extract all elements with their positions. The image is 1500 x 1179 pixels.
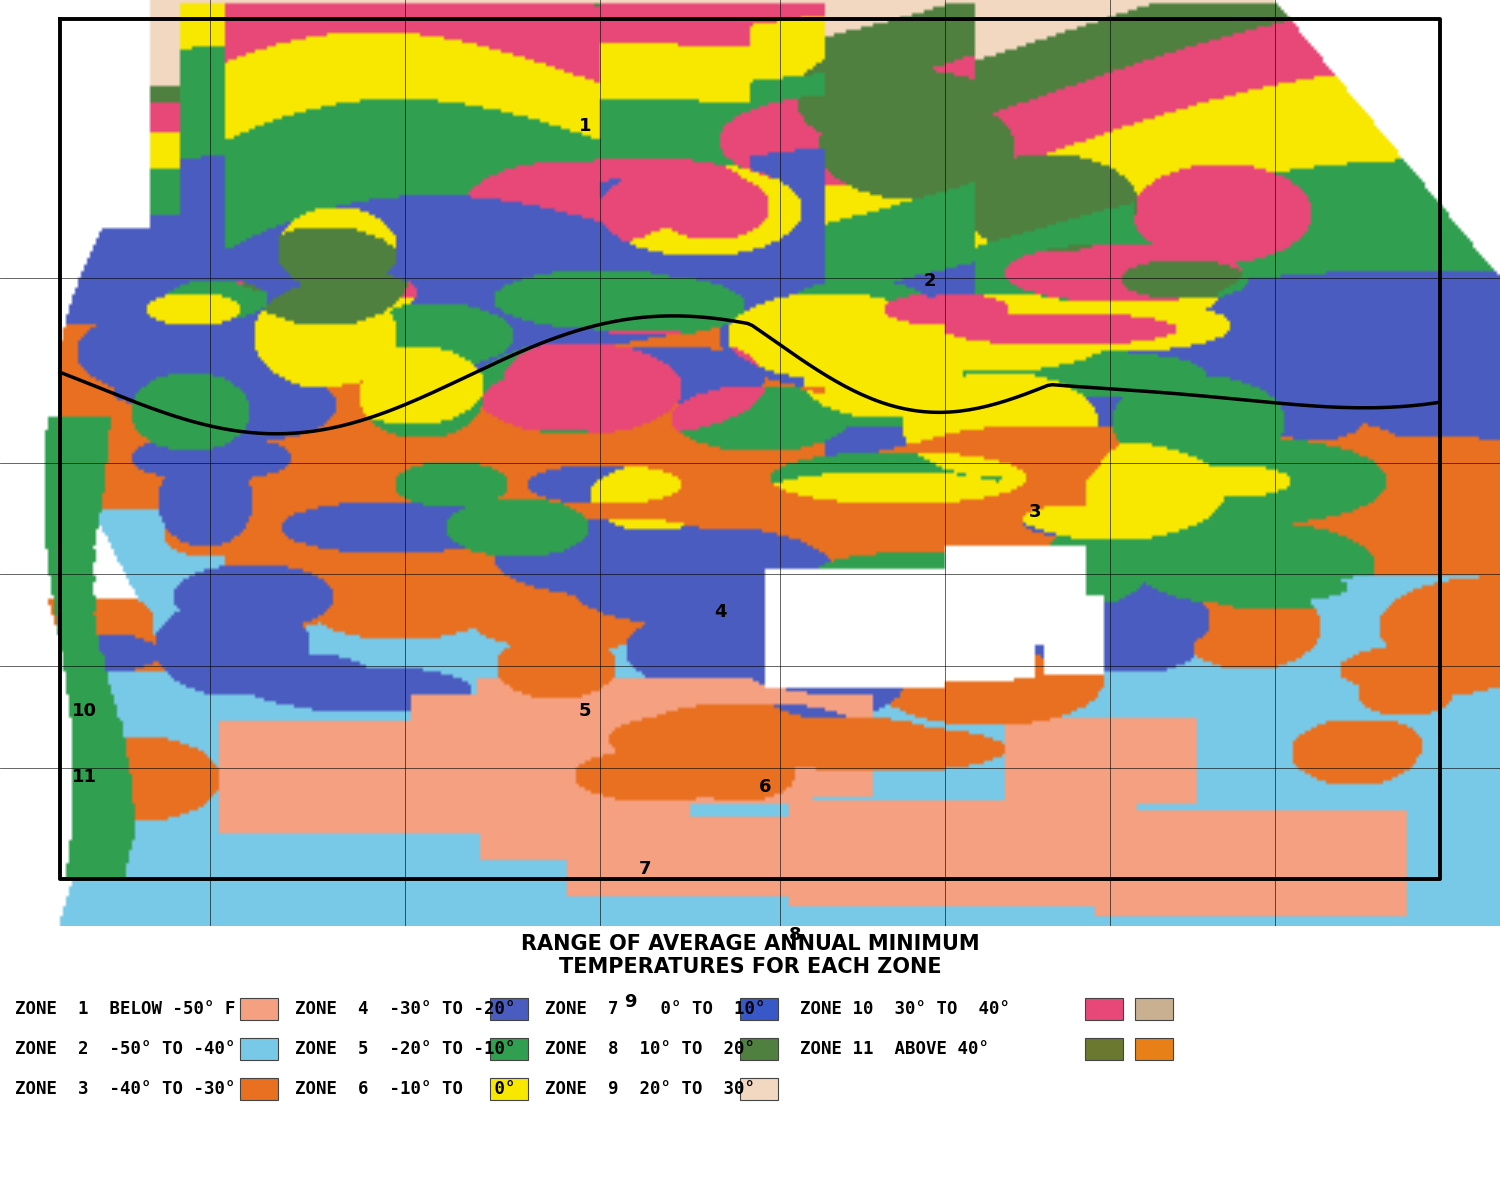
Text: ZONE  9  20° TO  30°: ZONE 9 20° TO 30° [544, 1080, 754, 1098]
Text: 3: 3 [1029, 503, 1041, 521]
Text: TEMPERATURES FOR EACH ZONE: TEMPERATURES FOR EACH ZONE [558, 957, 942, 977]
Text: 10: 10 [72, 702, 96, 719]
Text: ZONE 10  30° TO  40°: ZONE 10 30° TO 40° [800, 1000, 1010, 1019]
Text: 9: 9 [624, 993, 636, 1010]
Text: ZONE  1  BELOW -50° F: ZONE 1 BELOW -50° F [15, 1000, 236, 1019]
Text: ZONE  6  -10° TO   0°: ZONE 6 -10° TO 0° [296, 1080, 516, 1098]
Text: 2: 2 [924, 272, 936, 290]
Bar [1136, 999, 1173, 1020]
Text: 11: 11 [72, 768, 96, 785]
Text: 8: 8 [789, 927, 801, 944]
Text: 7: 7 [639, 861, 651, 878]
Text: 6: 6 [759, 778, 771, 796]
Text: ZONE  7    0° TO  10°: ZONE 7 0° TO 10° [544, 1000, 765, 1019]
Bar [240, 999, 278, 1020]
Text: 4: 4 [714, 602, 726, 620]
Text: RANGE OF AVERAGE ANNUAL MINIMUM: RANGE OF AVERAGE ANNUAL MINIMUM [520, 935, 980, 955]
Text: ZONE  4  -30° TO -20°: ZONE 4 -30° TO -20° [296, 1000, 516, 1019]
Text: ZONE  5  -20° TO -10°: ZONE 5 -20° TO -10° [296, 1040, 516, 1059]
Bar [490, 1079, 528, 1100]
Bar [240, 1039, 278, 1060]
Text: ZONE 11  ABOVE 40°: ZONE 11 ABOVE 40° [800, 1040, 988, 1059]
Bar [490, 999, 528, 1020]
Bar [1136, 1039, 1173, 1060]
Bar [240, 1079, 278, 1100]
Bar [740, 999, 778, 1020]
Text: ZONE  3  -40° TO -30°: ZONE 3 -40° TO -30° [15, 1080, 236, 1098]
Text: ZONE  8  10° TO  20°: ZONE 8 10° TO 20° [544, 1040, 754, 1059]
Bar [490, 1039, 528, 1060]
Bar [1084, 1039, 1124, 1060]
Bar [1084, 999, 1124, 1020]
Text: ZONE  2  -50° TO -40°: ZONE 2 -50° TO -40° [15, 1040, 236, 1059]
Text: 1: 1 [579, 117, 591, 134]
Text: 5: 5 [579, 702, 591, 719]
Bar [740, 1039, 778, 1060]
Bar [740, 1079, 778, 1100]
